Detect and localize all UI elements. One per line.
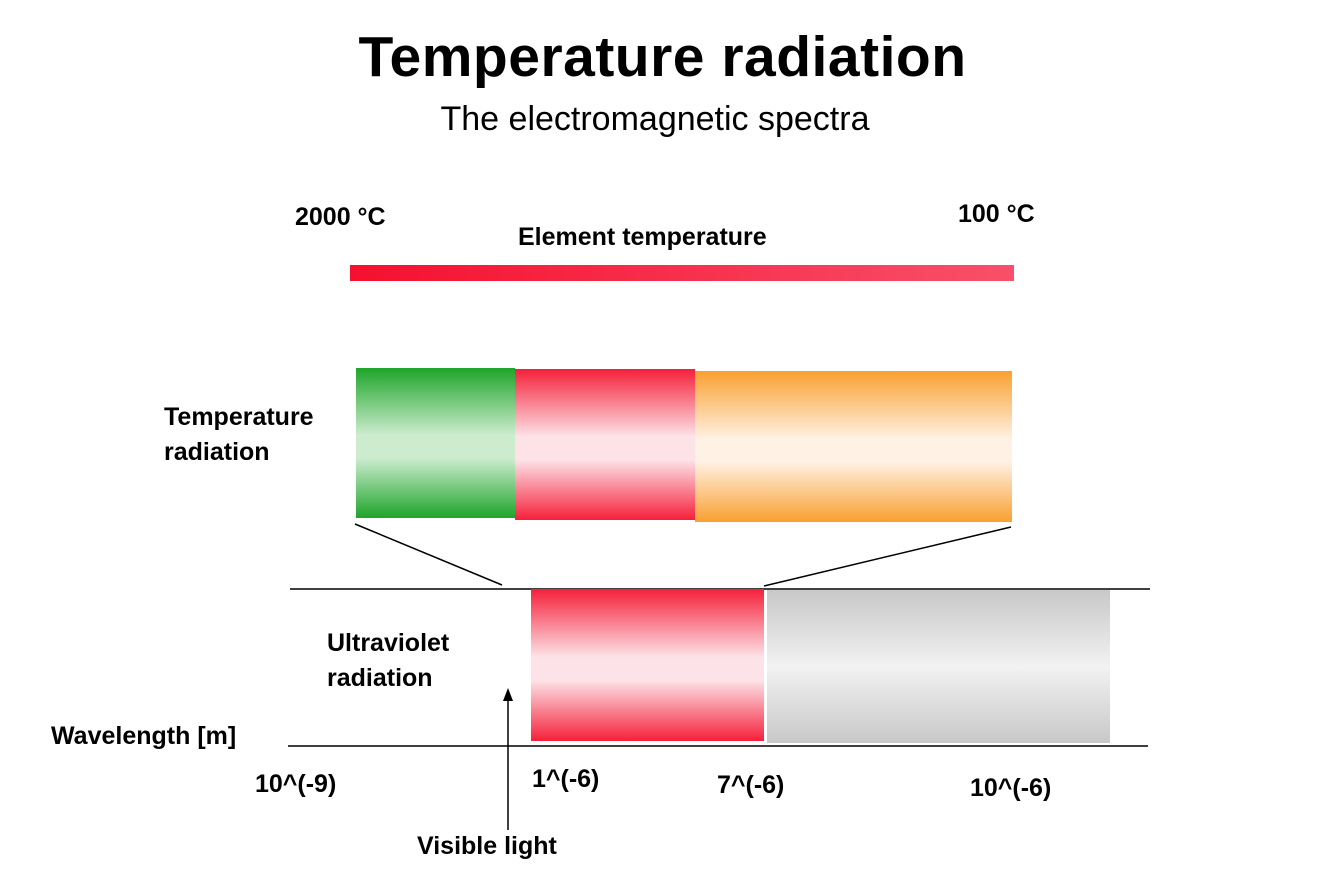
ultraviolet-radiation-label-line2: radiation — [327, 664, 433, 692]
tick-label-2: 1^(-6) — [532, 765, 600, 793]
visible-light-arrow-head — [503, 688, 513, 701]
temp-scale-left-label: 2000 °C — [295, 203, 386, 231]
red-band — [515, 369, 695, 520]
temp-scale-caption: Element temperature — [518, 223, 767, 251]
ultraviolet-radiation-label-line1: Ultraviolet — [327, 629, 450, 657]
temperature-radiation-label: Temperature radiation — [164, 400, 314, 470]
tick-label-3: 7^(-6) — [717, 771, 785, 799]
temperature-radiation-label-line1: Temperature — [164, 403, 314, 431]
visible-band — [531, 589, 764, 741]
element-temperature-bar — [350, 265, 1014, 281]
temperature-radiation-label-line2: radiation — [164, 438, 270, 466]
page-subtitle: The electromagnetic spectra — [440, 100, 870, 138]
tick-label-1: 10^(-9) — [255, 770, 337, 798]
orange-band — [695, 371, 1012, 522]
temp-scale-right-label: 100 °C — [958, 200, 1035, 228]
tick-label-4: 10^(-6) — [970, 774, 1052, 802]
infrared-band — [767, 590, 1110, 743]
zoom-line-left — [354, 523, 503, 586]
wavelength-axis-label: Wavelength [m] — [51, 722, 237, 750]
page-title: Temperature radiation — [358, 25, 967, 89]
ultraviolet-radiation-label: Ultraviolet radiation — [327, 626, 449, 696]
green-band — [356, 368, 515, 518]
visible-light-label: Visible light — [417, 832, 557, 860]
zoom-line-right — [763, 526, 1012, 587]
